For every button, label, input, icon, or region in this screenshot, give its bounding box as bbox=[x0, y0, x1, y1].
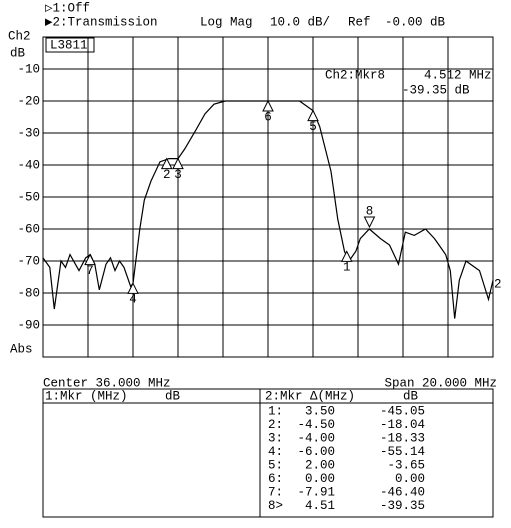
table-header: dB bbox=[403, 389, 419, 403]
center-freq: Center 36.000 MHz bbox=[43, 376, 171, 390]
y-tick-label: -80 bbox=[17, 286, 40, 300]
y-tick-label: -90 bbox=[17, 318, 40, 332]
channel2-status: ▶2:Transmission bbox=[45, 15, 158, 29]
readout-level: -39.35 dB bbox=[402, 83, 470, 97]
row-index: 1: bbox=[268, 404, 283, 418]
row-freq: 4.51 bbox=[305, 499, 335, 513]
y-tick-label: -60 bbox=[17, 222, 40, 236]
marker bbox=[340, 250, 353, 262]
y-tick-label: -50 bbox=[17, 190, 40, 204]
trace bbox=[42, 100, 494, 319]
tag-box bbox=[45, 37, 95, 53]
row-level: -39.35 bbox=[380, 499, 425, 513]
row-freq: 3.50 bbox=[305, 404, 335, 418]
row-freq: -4.50 bbox=[297, 418, 335, 432]
marker-label: 8 bbox=[366, 204, 374, 218]
marker bbox=[262, 99, 274, 112]
table-frame bbox=[42, 388, 494, 518]
scale: 10.0 dB/ bbox=[270, 15, 330, 29]
row-level: -45.05 bbox=[380, 404, 425, 418]
row-freq: -6.00 bbox=[297, 445, 335, 459]
table-header: 1:Mkr (MHz) bbox=[45, 389, 128, 403]
row-index: 7: bbox=[268, 485, 283, 499]
channel1-status: ▷1:Off bbox=[45, 1, 90, 15]
row-index: 2: bbox=[268, 418, 283, 432]
marker-label: 3 bbox=[174, 168, 182, 182]
table-header: dB bbox=[165, 389, 181, 403]
marker bbox=[172, 157, 184, 170]
axis-unit: dB bbox=[10, 46, 26, 60]
format: Log Mag bbox=[200, 15, 253, 29]
row-level: 0.00 bbox=[395, 472, 425, 486]
axis-channel: Ch2 bbox=[8, 29, 31, 43]
row-level: -46.40 bbox=[380, 485, 425, 499]
trace-label: 2 bbox=[494, 277, 502, 291]
y-tick-label: -30 bbox=[17, 126, 40, 140]
row-index: 6: bbox=[268, 472, 283, 486]
span: Span 20.000 MHz bbox=[384, 376, 497, 390]
row-index: 4: bbox=[268, 445, 283, 459]
marker bbox=[84, 253, 96, 266]
y-tick-label: -40 bbox=[17, 158, 40, 172]
row-freq: -4.00 bbox=[297, 431, 335, 445]
y-tick-label: -70 bbox=[17, 254, 40, 268]
y-tick-label: -20 bbox=[17, 94, 40, 108]
row-index: 3: bbox=[268, 431, 283, 445]
row-level: -55.14 bbox=[380, 445, 425, 459]
marker-label: 5 bbox=[309, 120, 317, 134]
table-header: 2:Mkr Δ(MHz) bbox=[265, 389, 355, 403]
row-level: -3.65 bbox=[387, 458, 425, 472]
marker bbox=[127, 282, 139, 294]
marker bbox=[363, 216, 376, 229]
ref-value: -0.00 dB bbox=[385, 15, 446, 29]
marker bbox=[160, 157, 173, 170]
marker-label: 6 bbox=[264, 110, 272, 124]
marker-label: 7 bbox=[86, 264, 94, 278]
row-index: 5: bbox=[268, 458, 283, 472]
readout-freq: 4.512 MHz bbox=[424, 68, 492, 82]
y-tick-label: -10 bbox=[17, 62, 40, 76]
marker bbox=[307, 109, 319, 122]
marker-label: 1 bbox=[343, 261, 351, 275]
ref-label: Ref bbox=[348, 15, 371, 29]
row-freq: 2.00 bbox=[305, 458, 335, 472]
plot-tag: L3811 bbox=[50, 38, 88, 52]
marker-label: 2 bbox=[163, 168, 171, 182]
row-freq: 0.00 bbox=[305, 472, 335, 486]
row-level: -18.04 bbox=[380, 418, 425, 432]
axis-abs: Abs bbox=[10, 342, 33, 356]
marker-label: 4 bbox=[129, 293, 137, 307]
row-level: -18.33 bbox=[380, 431, 425, 445]
row-index: 8> bbox=[268, 499, 283, 513]
row-freq: -7.91 bbox=[297, 485, 335, 499]
readout-marker: Ch2:Mkr8 bbox=[325, 68, 385, 82]
